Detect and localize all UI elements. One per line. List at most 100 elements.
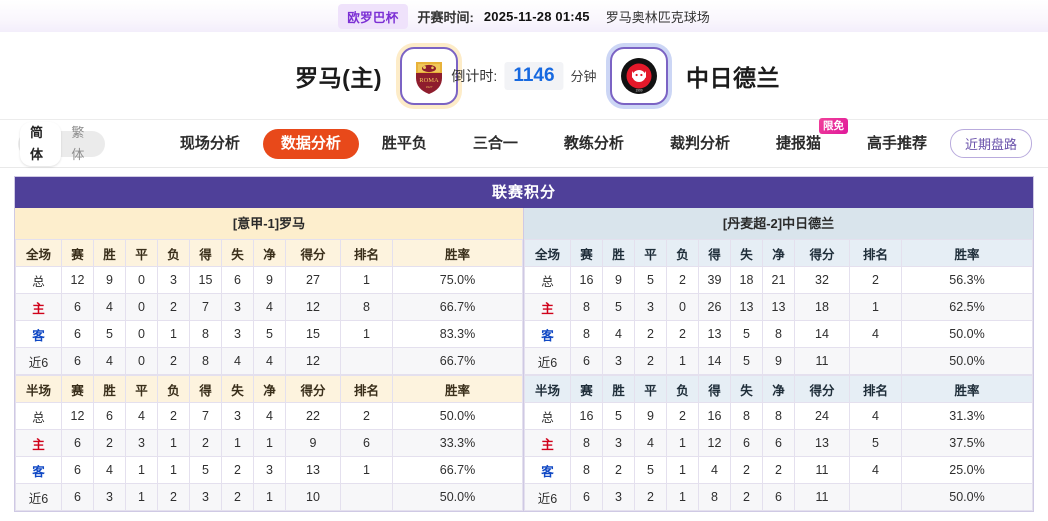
cell-胜: 5 [93,320,126,348]
nav-tab-6[interactable]: 捷报猫 限免 [753,117,848,159]
cell-胜: 9 [93,266,126,294]
nav-tab-7[interactable]: 高手推荐 [844,129,950,159]
row-label: 客 [15,456,62,484]
row-label: 总 [15,266,62,294]
cell-胜: 4 [93,456,126,484]
column-header-7: 得分 [794,239,850,267]
cell-得分: 11 [794,483,850,511]
row-label: 近6 [15,483,62,511]
nav-tab-0[interactable]: 现场分析 [157,129,263,159]
cell-赛: 6 [570,483,603,511]
column-header-3: 负 [157,239,190,267]
cell-赛: 8 [570,429,603,457]
table-row: 近6 6 3 2 1 8 2 6 11 50.0% [524,483,1033,511]
standings-side-away: [丹麦超-2]中日德兰 全场赛胜平负得失净得分 排名 胜率总 16 9 5 2 39 18 21 32… [524,208,1033,511]
cell-得: 3 [189,483,222,511]
cell-平: 0 [125,266,158,294]
row-label: 主 [524,293,571,321]
table-header-row: 半场赛胜平负得失净得分 排名 胜率 [524,375,1033,403]
column-header-1: 胜 [93,239,126,267]
column-header-period: 半场 [524,375,571,403]
cell-平: 3 [125,429,158,457]
countdown-value: 1146 [504,61,564,90]
cell-失: 2 [730,483,763,511]
nav-tab-4[interactable]: 教练分析 [541,129,647,159]
cell-得分: 12 [285,347,341,375]
cell-排名: 6 [340,429,393,457]
recent-odds-button[interactable]: 近期盘路 [949,129,1032,158]
cell-净: 9 [253,266,286,294]
cell-得分: 27 [285,266,341,294]
nav-tab-label: 裁判分析 [669,134,730,152]
cell-得分: 15 [285,320,341,348]
cell-排名: 5 [849,429,902,457]
nav-tab-2[interactable]: 胜平负 [359,129,450,159]
cell-排名: 1 [849,293,902,321]
cell-得分: 9 [285,429,341,457]
column-header-5: 失 [221,239,254,267]
cell-得: 14 [698,347,731,375]
cell-平: 9 [634,402,667,430]
cell-赛: 16 [570,266,603,294]
cell-得: 8 [189,320,222,348]
cell-失: 2 [221,456,254,484]
cell-排名 [849,347,902,375]
cell-胜率: 66.7% [392,456,523,484]
nav-tab-1[interactable]: 数据分析 [262,128,359,159]
cell-胜: 5 [602,402,635,430]
standings-table: 半场赛胜平负得失净得分 排名 胜率总 16 5 9 2 16 8 8 24 4 31.3% 主 8 3 4 1 12… [524,375,1033,511]
cell-排名: 4 [849,320,902,348]
nav-tab-5[interactable]: 裁判分析 [647,129,753,159]
cell-负: 2 [157,347,190,375]
board-title: 联赛积分 [15,177,1033,208]
cell-净: 1 [253,483,286,511]
row-label: 总 [15,402,62,430]
standings-table: 全场赛胜平负得失净得分 排名 胜率总 16 9 5 2 39 18 21 32 2 56.3% 主 8 5 3 0… [524,239,1033,375]
column-header-1: 胜 [93,375,126,403]
cell-净: 3 [253,456,286,484]
lang-traditional-option[interactable]: 繁体 [71,124,85,162]
column-header-4: 得 [189,375,222,403]
match-hero: 罗马(主) ROMA 1927 倒计时: 1146 分钟 [0,32,1048,120]
home-team-block[interactable]: 罗马(主) ROMA 1927 [128,46,458,105]
column-header-period: 全场 [524,239,571,267]
nav-tab-label: 胜平负 [381,134,427,152]
cell-平: 3 [634,293,667,321]
cell-净: 4 [253,347,286,375]
column-header-period: 半场 [15,375,62,403]
nav-tab-label: 三合一 [472,134,518,152]
standings-columns: [意甲-1]罗马 全场赛胜平负得失净得分 排名 胜率总 12 9 0 3 15 6 9 27 1 75.0… [15,208,1033,511]
cell-得: 2 [189,429,222,457]
cell-负: 1 [157,456,190,484]
lang-simplified-option[interactable]: 简体 [20,121,62,166]
column-header-8: 排名 [849,375,902,403]
nav-tab-3[interactable]: 三合一 [450,129,541,159]
nav-tab-label: 高手推荐 [866,134,927,152]
table-row: 客 8 4 2 2 13 5 8 14 4 50.0% [524,320,1033,348]
cell-净: 1 [253,429,286,457]
table-header-row: 全场赛胜平负得失净得分 排名 胜率 [524,239,1033,267]
row-label: 近6 [15,347,62,375]
cell-得分: 32 [794,266,850,294]
countdown-unit: 分钟 [570,69,597,84]
away-team-block[interactable]: 1999 中日德兰 [610,46,940,105]
cell-净: 2 [762,456,795,484]
table-header-row: 全场赛胜平负得失净得分 排名 胜率 [15,239,523,267]
cell-胜率: 62.5% [901,293,1033,321]
column-header-3: 负 [666,375,699,403]
cell-排名: 2 [849,266,902,294]
table-header-row: 半场赛胜平负得失净得分 排名 胜率 [15,375,523,403]
cell-负: 3 [157,266,190,294]
cell-赛: 12 [61,402,94,430]
column-header-8: 排名 [340,239,393,267]
row-label: 客 [524,320,571,348]
column-header-4: 得 [698,375,731,403]
language-toggle[interactable]: 简体 繁体 [18,121,105,166]
cell-失: 5 [730,347,763,375]
cell-得: 5 [189,456,222,484]
cell-得: 7 [189,402,222,430]
cell-得分: 18 [794,293,850,321]
cell-平: 0 [125,293,158,321]
cell-赛: 6 [61,347,94,375]
league-badge[interactable]: 欧罗巴杯 [338,3,408,29]
